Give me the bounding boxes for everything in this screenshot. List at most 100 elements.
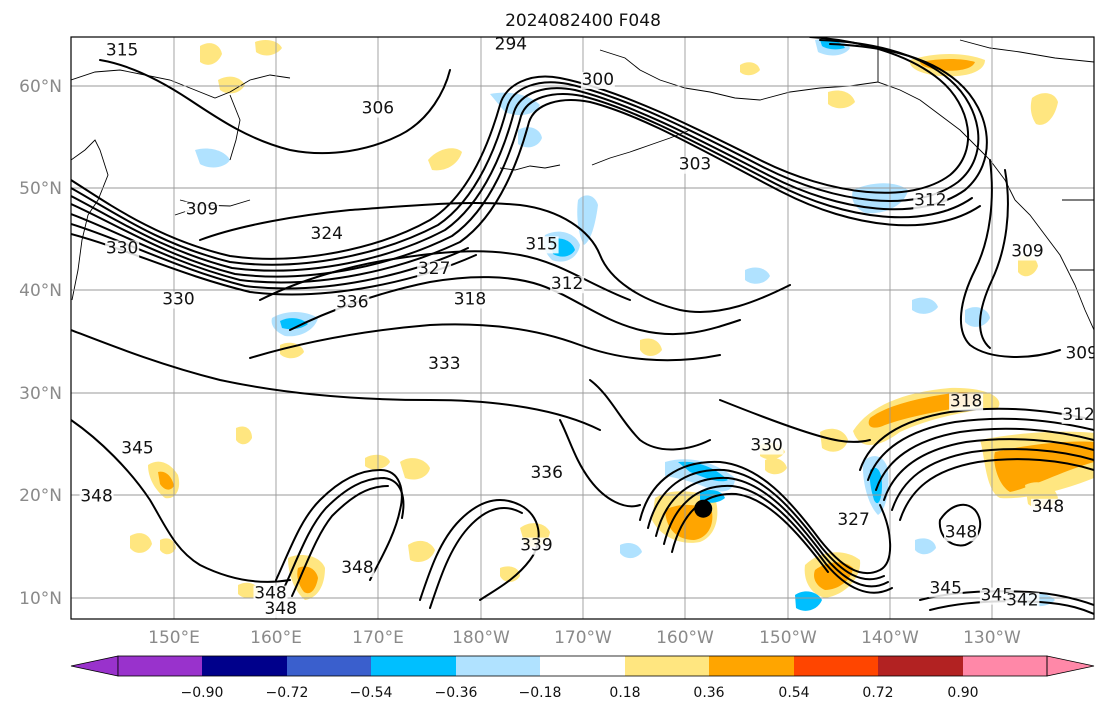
contour-label: 345 [929,578,961,598]
contour-label-bg [309,226,344,244]
contour-label-bg [360,100,395,118]
colorbar-segment [625,656,709,676]
contour-label: 309 [1011,242,1043,262]
contour-label-bg [417,260,452,278]
contour-label: 333 [428,354,460,374]
contour-label: 336 [530,463,562,483]
contour-label-bg [913,192,948,210]
contour-label: 312 [1062,405,1094,425]
figure-title: 2024082400 F048 [505,11,661,31]
colorbar-tick: −0.36 [435,685,478,701]
colorbar-segment [118,656,202,676]
contour-label: 300 [582,70,614,90]
location-marker [694,499,713,518]
contour-label-bg [263,600,298,618]
lat-axis-labels: 60°N 50°N 40°N 30°N 20°N 10°N [19,77,62,609]
contour-label-bg [836,512,871,530]
contour-label-bg [944,524,979,542]
contour-label: 318 [950,392,982,412]
map-frame [70,36,1095,620]
colorbar-segment [202,656,287,676]
contour-label-bg [678,156,713,174]
lon-label-140w: 140°W [861,628,919,648]
colorbar: −0.90 −0.72 −0.54 −0.36 −0.18 0.18 0.36 … [70,655,1095,701]
map-panel: 294 300 303 306 309 309 312 312 315 315 318 318 324 3… [70,34,1097,620]
contour-label-bg [493,37,528,54]
contour-label: 330 [162,290,194,310]
contour-label: 348 [945,522,977,542]
lat-label-40n: 40°N [19,281,62,301]
contours [71,37,1094,615]
contour-label-bg [949,393,984,411]
contour-label: 315 [106,40,138,60]
contour-label: 348 [341,558,373,578]
lat-label-60n: 60°N [19,77,62,97]
lon-axis-labels: 150°E 160°E 170°E 180°W 170°W 160°W 150°… [148,628,1021,648]
colorbar-tick: 0.90 [947,685,978,701]
lon-label-170e: 170°E [352,628,404,648]
contour-label-bg [120,440,155,458]
contour-label-bg [524,236,559,254]
colorbar-tick: −0.18 [519,685,562,701]
lon-label-160w: 160°W [656,628,714,648]
contour-label-bg [928,580,963,598]
contour-label-bg [105,240,140,258]
contour-label-bg [1061,406,1094,424]
contour-label-bg [184,201,219,219]
contour-label-bg [335,294,370,312]
colorbar-segment [794,656,878,676]
lon-label-150e: 150°E [148,628,200,648]
colorbar-tick: 0.36 [693,685,724,701]
colorbar-extend-high [1046,655,1095,677]
colorbar-tick: 0.54 [778,685,809,701]
contour-label-bg [79,488,114,506]
contour-label: 348 [80,487,112,507]
lat-label-30n: 30°N [19,384,62,404]
contour-label-bg [1010,243,1045,261]
colorbar-segment [963,656,1047,676]
contour-label: 327 [418,259,450,279]
contour-label-bg [529,465,564,483]
contour-label-bg [580,71,615,89]
colorbar-segment [456,656,540,676]
contour-label-bg [340,560,375,578]
contour-label: 345 [121,439,153,459]
contour-label-bg [519,537,554,555]
contour-label-bg [253,585,288,603]
contour-label-bg [1030,498,1065,516]
colorbar-segment [287,656,371,676]
colorbar-tick-labels: −0.90 −0.72 −0.54 −0.36 −0.18 0.18 0.36 … [181,685,979,701]
contour-label: 330 [750,436,782,456]
colorbar-frame [117,655,1048,677]
colorbar-segment [371,656,456,676]
contour-label: 309 [186,200,218,220]
lon-label-170w: 170°W [554,628,612,648]
contour-label: 312 [914,190,946,210]
contour-label: 303 [679,155,711,175]
colorbar-segment [709,656,794,676]
contour-label-bg [1064,345,1094,363]
coastlines [71,37,1094,331]
contour-label-bg [427,355,462,373]
contour-label-bg [105,42,140,60]
map-background [71,37,1094,619]
lat-label-20n: 20°N [19,486,62,506]
contour-label-bg [550,276,585,294]
lon-label-130w: 130°W [963,628,1021,648]
lat-label-50n: 50°N [19,179,62,199]
contour-label-bg [452,291,487,309]
contour-label: 330 [106,238,138,258]
contour-label: 318 [454,290,486,310]
contour-label: 294 [495,34,527,54]
contour-label: 339 [520,536,552,556]
contour-label: 348 [254,584,286,604]
contour-label: 348 [1032,497,1064,517]
colorbar-tick: −0.90 [181,685,224,701]
contour-label: 309 [1065,344,1097,364]
colorbar-tick: 0.72 [862,685,893,701]
colorbar-segment [878,656,963,676]
contour-label-bg [1005,592,1040,610]
contour-labels: 294 300 303 306 309 309 312 312 315 315 318 318 324 3… [79,34,1097,619]
contour-label: 348 [264,599,296,619]
